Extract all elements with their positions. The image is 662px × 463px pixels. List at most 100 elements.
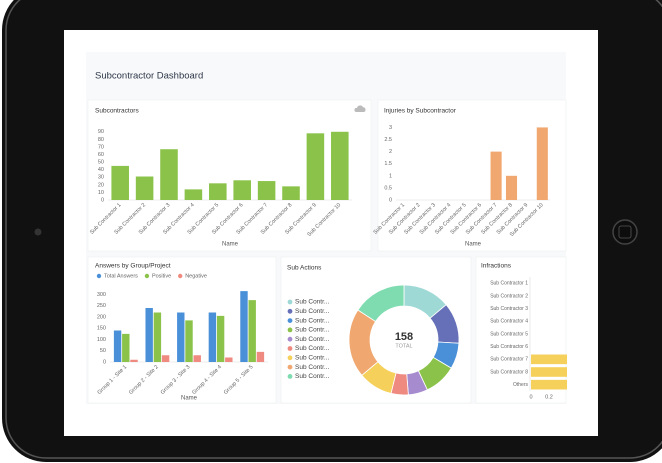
donut-total: 158 [395,331,413,343]
bar [240,291,248,362]
y-tick-label: 0 [389,197,392,203]
y-tick-label: Sub Contractor 3 [490,306,528,312]
legend-label: Sub Contr... [295,373,330,380]
legend-label: Sub Contr... [295,345,330,352]
bar [306,133,325,200]
bar [135,176,154,200]
y-tick-label: Others [513,382,529,388]
y-tick-label: 50 [98,160,104,166]
y-tick-label: 30 [98,175,104,181]
home-icon [618,225,632,239]
bar [185,320,193,362]
bar [113,330,122,362]
legend-swatch [287,336,293,342]
y-tick-label: Sub Contractor 7 [490,357,528,363]
y-tick-label: Sub Contractor 5 [490,331,528,337]
donut-segment [357,284,405,323]
bar [256,351,265,362]
y-tick-label: 90 [98,129,104,135]
bar [248,300,256,362]
legend-swatch [287,299,293,305]
y-tick-label: 80 [98,137,104,143]
bar [233,180,251,200]
bar [531,354,567,365]
y-tick-label: Sub Contractor 4 [490,319,528,325]
bar [209,183,227,200]
legend-swatch [287,346,293,351]
legend-label: Total Answers [104,273,138,279]
bar [184,189,203,200]
y-tick-label: 0 [101,197,104,203]
legend-swatch [287,355,293,361]
y-tick-label: Sub Contractor 1 [490,281,528,287]
x-axis-label: Name [222,242,239,248]
legend-swatch [287,308,293,314]
panel [87,99,372,252]
panel [475,256,567,404]
bar [257,181,276,200]
bar [536,127,548,200]
donut-total-label: TOTAL [395,343,412,349]
y-tick-label: 20 [98,182,104,188]
legend-swatch [287,374,293,379]
bar [153,312,162,362]
tablet-bezel [5,0,662,459]
legend-swatch [287,318,293,323]
bar [111,165,129,200]
panel-title: Injuries by Subcontractor [384,108,457,115]
y-tick-label: 60 [98,152,104,158]
y-tick-label: 250 [97,303,106,309]
bar [208,312,217,362]
legend-swatch [96,273,102,279]
y-tick-label: 1 [389,173,392,179]
camera [34,228,42,236]
legend-label: Sub Contr... [295,364,330,371]
legend-label: Sub Contr... [295,308,330,315]
home-button[interactable] [612,219,638,245]
y-tick-label: Sub Contractor 8 [490,369,528,375]
bar [531,367,567,377]
panel-title: Subcontractors [95,108,139,115]
bar [216,315,225,362]
y-tick-label: 3 [389,125,392,131]
bar [161,355,170,362]
bar [490,151,502,200]
bar [122,333,130,362]
legend-label: Sub Contr... [295,355,330,362]
y-tick-label: 150 [97,326,106,332]
panel-title: Infractions [481,263,512,270]
legend-label: Sub Contr... [295,299,330,306]
legend-label: Sub Contr... [295,336,330,343]
bar [177,312,185,362]
legend-swatch [287,327,293,333]
dashboard-title: Subcontractor Dashboard [95,71,203,82]
legend-swatch [178,273,183,279]
download-icon[interactable] [354,105,366,112]
panel [377,99,567,252]
panel-title: Sub Actions [287,265,322,272]
bar [531,379,567,390]
y-tick-label: 2.5 [384,137,392,143]
legend-swatch [287,364,293,370]
legend-swatch [144,273,150,279]
bar [225,357,233,362]
y-tick-label: 200 [97,314,106,320]
y-tick-label: 10 [98,190,104,196]
x-tick-label: 0 [529,394,532,400]
bar [145,308,153,362]
bar [130,359,138,362]
x-tick-label: 0.2 [545,394,553,400]
panel-title: Answers by Group/Project [95,263,171,270]
bar [193,355,201,362]
bar [160,149,178,200]
y-tick-label: 100 [97,337,106,343]
legend-label: Positive [152,273,171,279]
legend-label: Negative [185,273,207,279]
y-tick-label: 70 [98,144,104,150]
x-axis-label: Name [181,396,198,402]
bar [282,186,300,200]
y-tick-label: 50 [100,348,106,354]
x-axis-label: Name [465,242,482,248]
y-tick-label: 1.5 [384,161,392,167]
